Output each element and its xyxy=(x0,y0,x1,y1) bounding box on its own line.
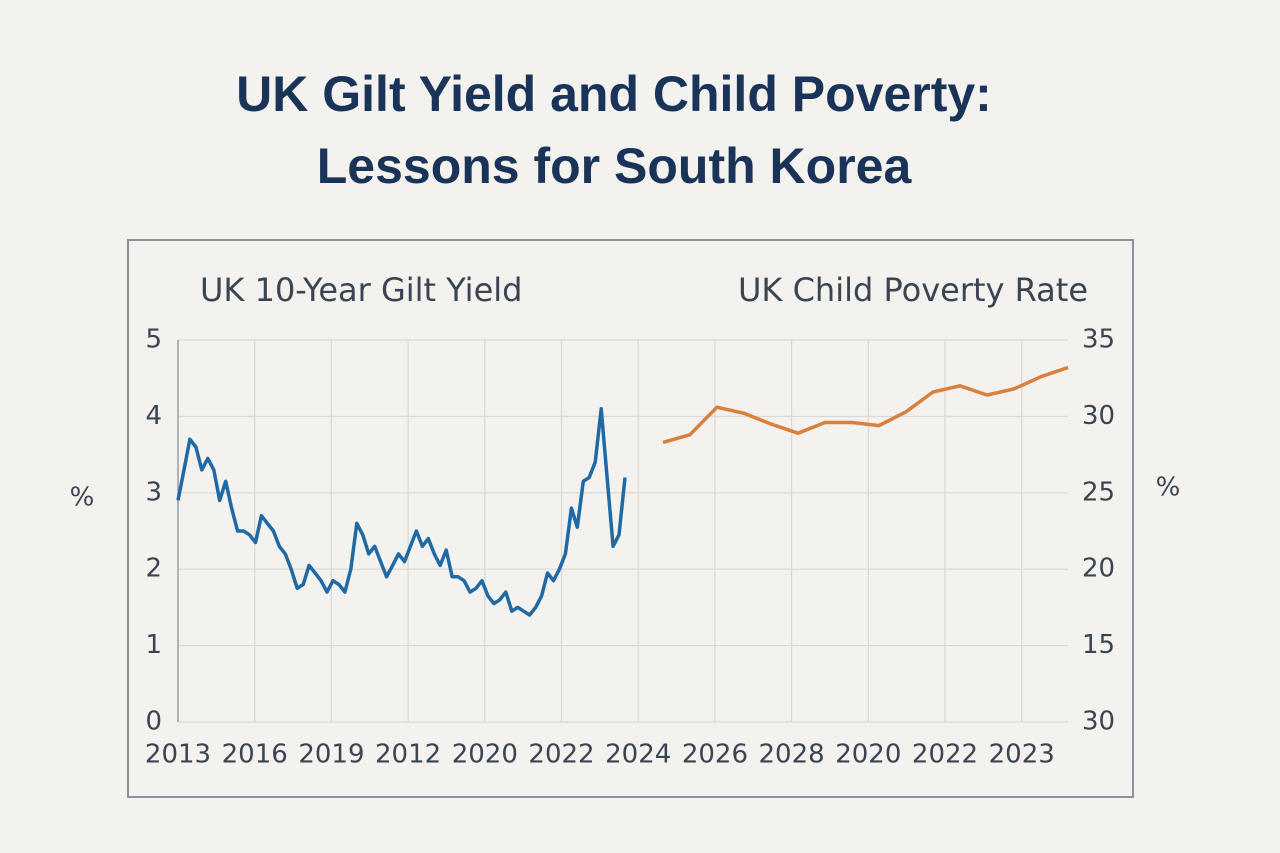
x-tick-label: 2023 xyxy=(989,740,1055,770)
y2-tick-label: 20 xyxy=(1082,554,1115,584)
y-tick-label: 4 xyxy=(145,401,162,431)
x-tick-label: 2024 xyxy=(605,740,671,770)
x-tick-label: 2019 xyxy=(298,740,364,770)
y2-tick-label: 15 xyxy=(1082,630,1115,660)
y2-tick-label: 25 xyxy=(1082,477,1115,507)
y-tick-label: 1 xyxy=(145,630,162,660)
y-tick-label: 0 xyxy=(145,707,162,737)
y-axis-label: % xyxy=(70,483,95,513)
y2-axis-label: % xyxy=(1156,473,1181,503)
series-title: UK Child Poverty Rate xyxy=(738,271,1088,309)
x-tick-label: 2026 xyxy=(682,740,748,770)
y-tick-label: 5 xyxy=(145,325,162,355)
chart-title: Lessons for South Korea xyxy=(317,138,913,194)
series-line xyxy=(176,407,627,617)
x-tick-label: 2016 xyxy=(222,740,288,770)
y2-tick-label: 35 xyxy=(1082,325,1115,355)
x-tick-label: 2028 xyxy=(759,740,825,770)
x-tick-label: 2022 xyxy=(528,740,594,770)
chart-frame xyxy=(127,239,1134,798)
y-tick-label: 3 xyxy=(145,477,162,507)
chart-title: UK Gilt Yield and Child Poverty: xyxy=(236,66,992,122)
x-tick-label: 2022 xyxy=(912,740,978,770)
x-tick-label: 2020 xyxy=(835,740,901,770)
y2-tick-label: 30 xyxy=(1082,401,1115,431)
y-tick-label: 2 xyxy=(145,554,162,584)
y2-tick-label: 30 xyxy=(1082,707,1115,737)
x-tick-label: 2012 xyxy=(375,740,441,770)
series-line xyxy=(662,365,1069,445)
series-title: UK 10-Year Gilt Yield xyxy=(200,271,522,309)
x-tick-label: 2020 xyxy=(452,740,518,770)
x-tick-label: 2013 xyxy=(145,740,211,770)
